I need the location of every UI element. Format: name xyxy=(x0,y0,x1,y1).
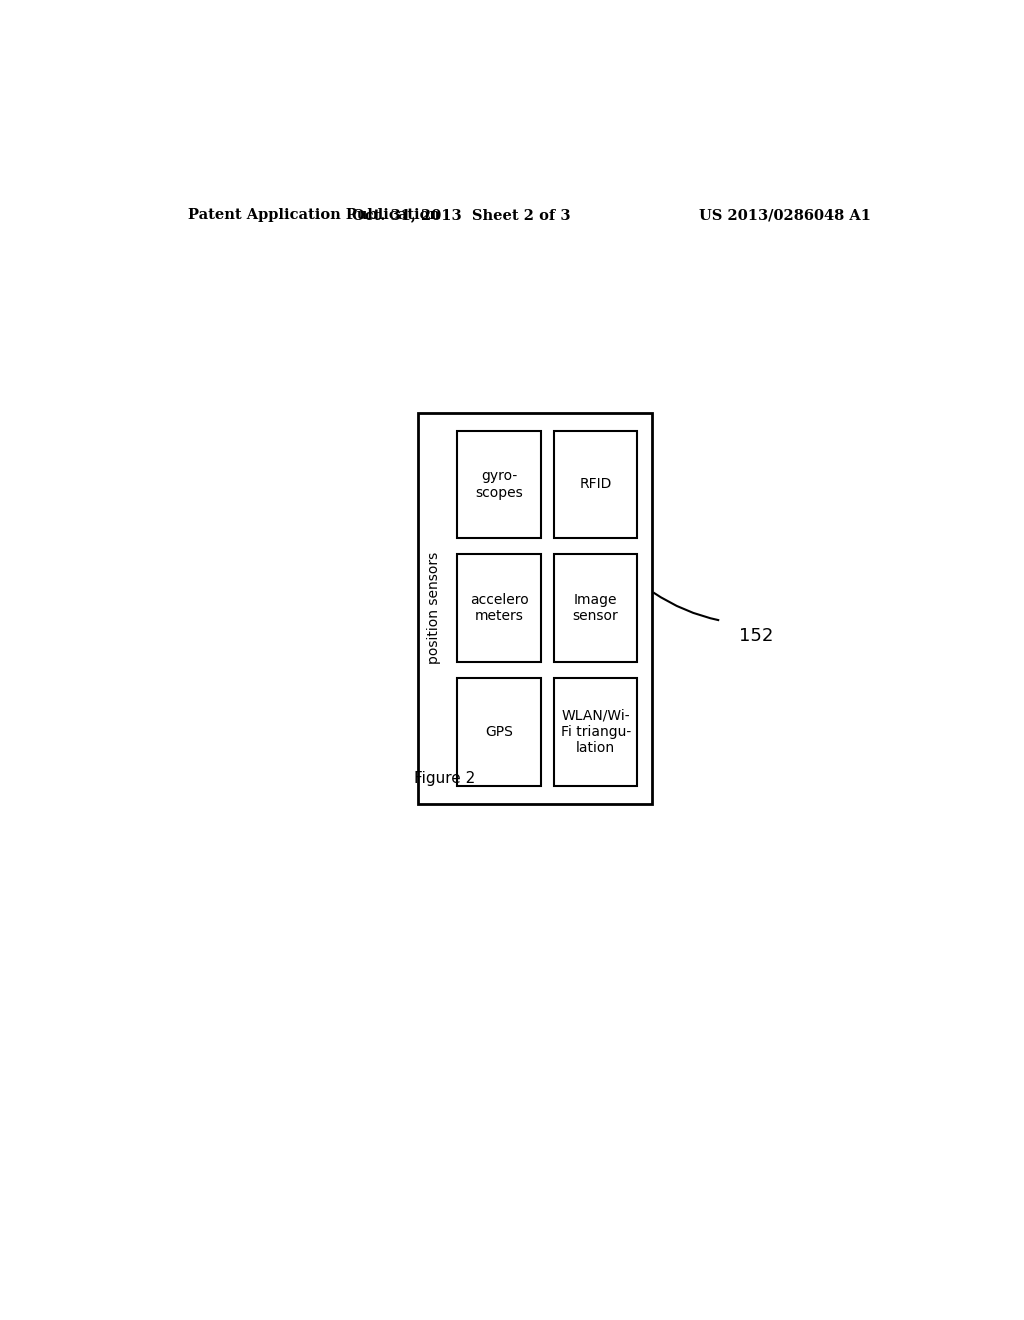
Text: gyro-
scopes: gyro- scopes xyxy=(475,470,523,499)
Text: accelero
meters: accelero meters xyxy=(470,593,528,623)
Bar xyxy=(554,678,638,785)
Text: position sensors: position sensors xyxy=(427,552,441,664)
Text: GPS: GPS xyxy=(485,725,513,739)
Text: Oct. 31, 2013  Sheet 2 of 3: Oct. 31, 2013 Sheet 2 of 3 xyxy=(352,209,570,222)
Text: WLAN/Wi-
Fi triangu-
lation: WLAN/Wi- Fi triangu- lation xyxy=(560,709,631,755)
Bar xyxy=(554,554,638,661)
Text: Figure 2: Figure 2 xyxy=(414,771,475,785)
Text: 152: 152 xyxy=(739,627,773,644)
Bar xyxy=(458,554,541,661)
Text: Image
sensor: Image sensor xyxy=(572,593,618,623)
Bar xyxy=(418,413,651,804)
Bar xyxy=(458,430,541,539)
Text: Patent Application Publication: Patent Application Publication xyxy=(187,209,439,222)
Bar xyxy=(458,678,541,785)
Bar xyxy=(554,430,638,539)
Text: US 2013/0286048 A1: US 2013/0286048 A1 xyxy=(699,209,871,222)
Text: RFID: RFID xyxy=(580,478,611,491)
